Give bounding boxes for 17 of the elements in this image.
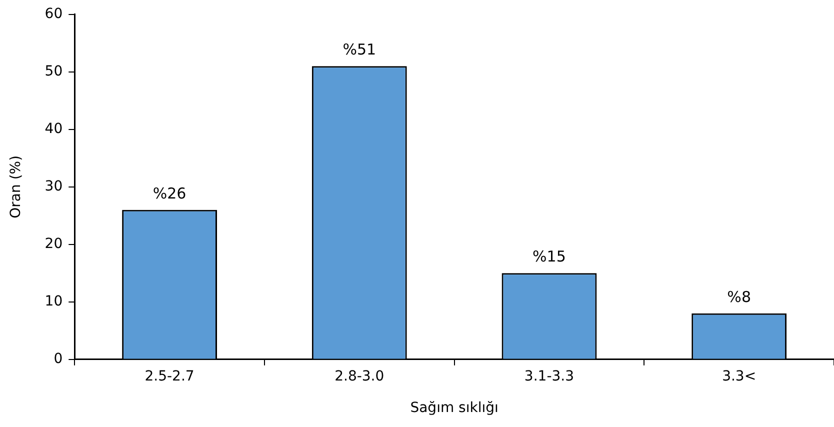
x-tick-label: 2.8-3.0 xyxy=(334,368,384,384)
y-tick-label: 60 xyxy=(44,6,63,22)
x-tick-label: 3.3< xyxy=(722,368,756,384)
x-axis-title: Sağım sıklığı xyxy=(410,400,498,416)
data-label: %26 xyxy=(152,184,186,202)
y-tick-label: 0 xyxy=(54,351,63,368)
data-label: %15 xyxy=(532,248,566,266)
y-tick-label: 50 xyxy=(44,64,63,80)
data-label: %8 xyxy=(727,288,751,306)
data-label: %51 xyxy=(342,40,376,59)
y-tick-label: 20 xyxy=(44,236,63,252)
y-tick-label: 30 xyxy=(44,178,63,195)
y-tick-label: 10 xyxy=(44,294,63,310)
x-tick-label: 3.1-3.3 xyxy=(524,368,574,384)
y-axis-title: Oran (%) xyxy=(8,155,24,218)
x-tick-label: 2.5-2.7 xyxy=(144,368,194,384)
y-tick-label: 40 xyxy=(44,121,63,138)
